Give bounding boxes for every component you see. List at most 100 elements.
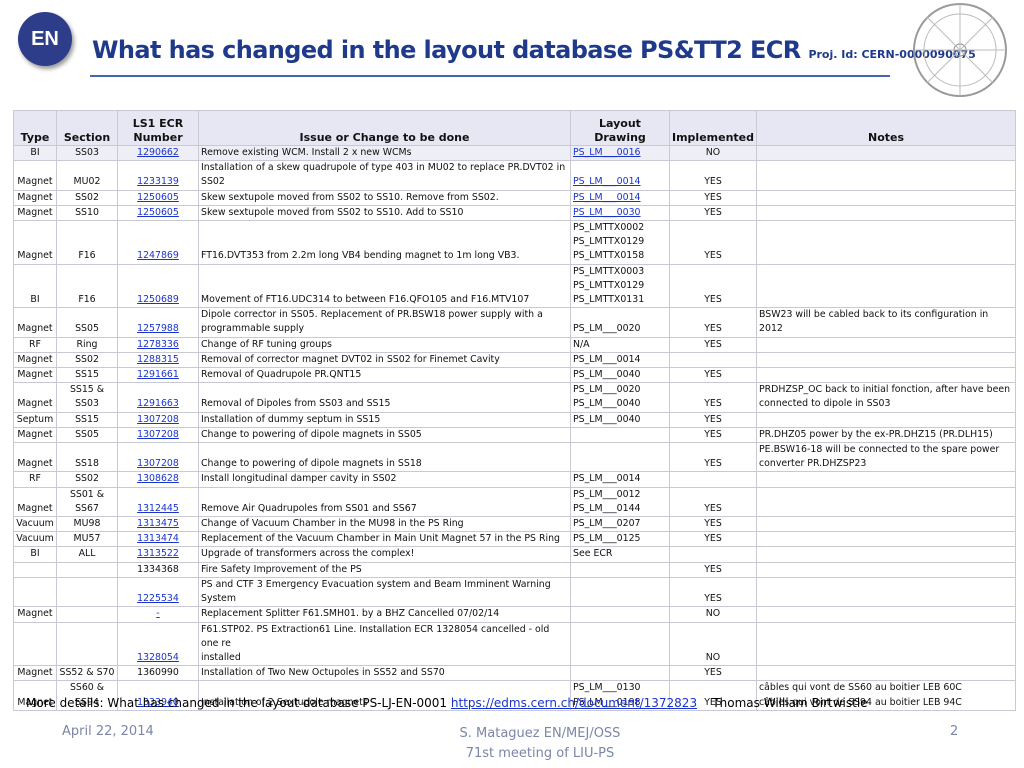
cell-text: Magnet — [17, 323, 53, 335]
table-cell: Magnet — [13, 220, 57, 265]
table-cell — [56, 561, 118, 578]
table-cell: PS_LM___0014 — [570, 471, 670, 488]
link[interactable]: PS_LM___0030 — [573, 206, 641, 218]
table-cell — [756, 606, 1017, 623]
table-cell: SS15 — [56, 367, 118, 384]
cell-text: Installation of dummy septum in SS15 — [201, 413, 381, 425]
table-cell — [756, 486, 1017, 518]
cell-text: F61.STP02. PS Extraction61 Line. Install… — [201, 623, 550, 663]
table-cell: Remove Air Quadrupoles from SS01 and SS6… — [198, 486, 571, 518]
link[interactable]: 1278336 — [137, 338, 179, 350]
table-row: RF Ring 1278336 Change of RF tuning groups N… — [13, 336, 1017, 353]
table-row: Magnet F16 1247869 FT16.DVT353 from 2.2m lo… — [13, 220, 1017, 265]
cell-text: Skew sextupole moved from SS02 to SS10. … — [201, 191, 499, 203]
cell-text: PS_LM___0014 — [573, 473, 641, 485]
cell-text: YES — [704, 518, 722, 530]
clock-logo — [913, 3, 1007, 97]
cell-text: Change to powering of dipole magnets in … — [201, 458, 422, 470]
link[interactable]: 1307208 — [137, 458, 179, 470]
table-cell: SS02 — [56, 471, 118, 488]
table-cell: PS_LM___0030 — [570, 204, 670, 222]
link[interactable]: 1225534 — [137, 593, 179, 605]
link[interactable]: 1291661 — [137, 369, 179, 381]
table-cell: YES — [668, 426, 758, 444]
cell-text: Change to powering of dipole magnets in … — [201, 428, 422, 440]
table-cell: Vacuum — [13, 516, 57, 533]
link[interactable]: 1233139 — [137, 176, 179, 188]
table-row: Vacuum MU98 1313475 Change of Vacuum Chambe… — [13, 516, 1017, 533]
link[interactable]: PS_LM___0014 — [573, 176, 641, 188]
link[interactable]: 1308628 — [137, 473, 179, 485]
link[interactable]: 1247869 — [137, 250, 179, 262]
link[interactable]: 1307208 — [137, 413, 179, 425]
table-cell: 1360990 — [117, 665, 199, 682]
title: What has changed in the layout database … — [92, 36, 976, 64]
link[interactable]: - — [156, 608, 160, 620]
cell-text: 1360990 — [137, 667, 179, 679]
link[interactable]: 1291663 — [137, 398, 179, 410]
link[interactable]: 1250605 — [137, 206, 179, 218]
cell-text: Replacement of the Vacuum Chamber in Mai… — [201, 533, 560, 545]
table-cell: Replacement Splitter F61.SMH01. by a BHZ… — [198, 606, 571, 623]
table-cell: 1312445 — [117, 486, 199, 518]
cell-text: BI — [30, 147, 40, 158]
link[interactable]: 1333940 — [137, 696, 179, 708]
table-cell: PS_LMTTX0003 PS_LMTTX0129 PS_LMTTX0131 — [570, 263, 670, 309]
cell-text: PS_LM___0207 — [573, 518, 641, 530]
link[interactable]: 1313475 — [137, 518, 179, 530]
cell-text: Vacuum — [16, 518, 54, 530]
table-cell: FT16.DVT353 from 2.2m long VB4 bending m… — [198, 220, 571, 265]
cell-text: Upgrade of transformers across the compl… — [201, 548, 415, 560]
column-header: Issue or Change to be done — [198, 110, 571, 146]
table-cell: Change to powering of dipole magnets in … — [198, 442, 571, 473]
cell-text: PS_LM___0040 — [573, 369, 641, 381]
link[interactable]: PS_LM___0014 — [573, 191, 641, 203]
cell-text: N/A — [573, 338, 590, 350]
column-header: LS1 ECR Number — [117, 110, 199, 146]
table-cell: YES — [668, 367, 758, 384]
link[interactable]: 1257988 — [137, 323, 179, 335]
cell-text: SS02 — [75, 473, 99, 485]
table-cell: PS_LM___0130 PS_LM___0198 — [570, 680, 670, 711]
table-cell: YES — [668, 204, 758, 222]
link[interactable]: 1328054 — [137, 651, 179, 663]
cell-text: YES — [704, 563, 722, 575]
link[interactable]: 1313522 — [137, 548, 179, 560]
link[interactable]: 1313474 — [137, 533, 179, 545]
link[interactable]: 1250689 — [137, 294, 179, 306]
table-cell: 1308628 — [117, 471, 199, 488]
link[interactable]: 1307208 — [137, 428, 179, 440]
table-cell: Replacement of the Vacuum Chamber in Mai… — [198, 531, 571, 548]
cell-text: NO — [705, 608, 721, 620]
cell-text: Movement of FT16.UDC314 to between F16.Q… — [201, 294, 530, 306]
column-header: Section — [56, 110, 118, 146]
link[interactable]: 1288315 — [137, 353, 179, 365]
table-row: Magnet SS02 1288315 Removal of corrector ma… — [13, 351, 1017, 369]
link[interactable]: PS_LM___0016 — [573, 147, 641, 158]
table-cell: BI — [13, 144, 57, 162]
link[interactable]: 1250605 — [137, 191, 179, 203]
cell-text: BSW23 will be cabled back to its configu… — [759, 309, 989, 335]
table-cell: SS02 — [56, 189, 118, 206]
cell-text: F16 — [78, 250, 96, 262]
link[interactable]: 1290662 — [137, 147, 179, 158]
table-cell — [13, 576, 57, 608]
link[interactable]: 1312445 — [137, 502, 179, 514]
cell-text: See ECR — [573, 548, 613, 560]
table-cell: 1257988 — [117, 307, 199, 338]
table-cell: BI — [13, 546, 57, 563]
table-cell: Skew sextupole moved from SS02 to SS10. … — [198, 189, 571, 206]
table-cell: F16 — [56, 220, 118, 265]
table-row: Magnet SS02 1250605 Skew sextupole moved fr… — [13, 189, 1017, 206]
cell-text: Magnet — [17, 353, 53, 365]
table-cell — [756, 471, 1017, 488]
cell-text: PS_LM___0130 PS_LM___0198 — [573, 682, 641, 708]
table-cell: YES — [668, 189, 758, 206]
table-cell: Magnet — [13, 486, 57, 518]
details-link[interactable]: https://edms.cern.ch/document/1372823 — [450, 696, 698, 710]
table-cell: 1291661 — [117, 367, 199, 384]
table-cell — [570, 426, 670, 444]
table-cell: PS_LM___0040 — [570, 367, 670, 384]
table-cell: Change of Vacuum Chamber in the MU98 in … — [198, 516, 571, 533]
table-cell: Installation of dummy septum in SS15 — [198, 411, 571, 428]
